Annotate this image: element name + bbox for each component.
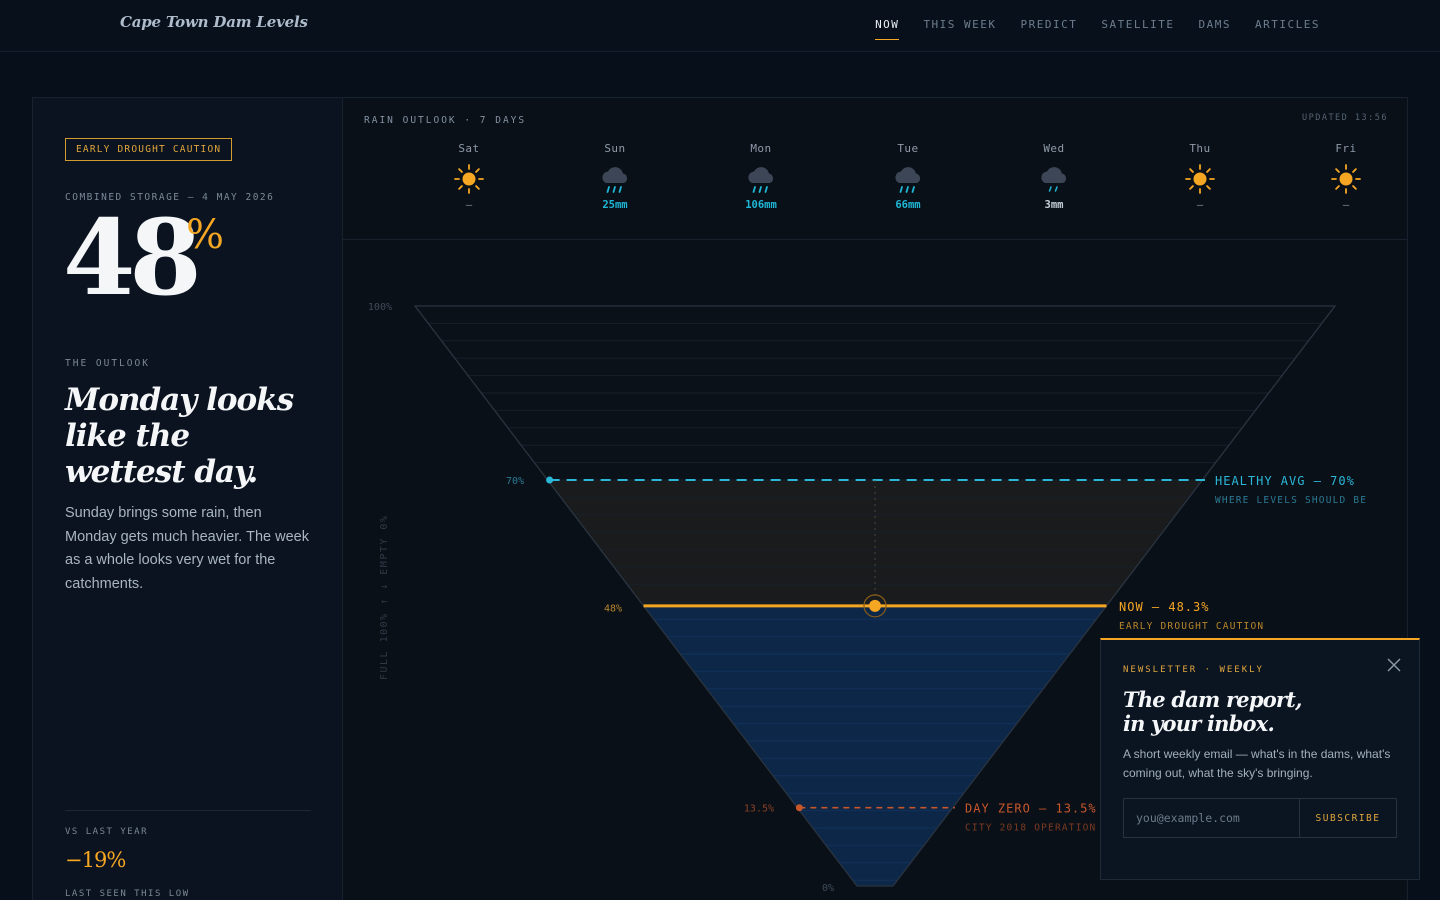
nav-this-week[interactable]: THIS WEEK bbox=[923, 18, 997, 31]
current-level-label: NOW — 48.3% bbox=[1119, 600, 1209, 614]
day-name: Mon bbox=[750, 142, 772, 155]
healthy-label: HEALTHY AVG — 70% bbox=[1215, 474, 1355, 488]
axis-tick-label: 48% bbox=[604, 604, 622, 615]
current-level-halo bbox=[863, 594, 887, 618]
rain-amount: — bbox=[1342, 199, 1350, 211]
day-name: Thu bbox=[1189, 142, 1211, 155]
percent-sign: % bbox=[186, 212, 225, 258]
newsletter-title: The dam report, in your inbox. bbox=[1123, 688, 1393, 736]
rain-amount: — bbox=[465, 199, 473, 211]
rain-forecast-strip: RAIN OUTLOOK · 7 DAYS UPDATED 13:56 Sat … bbox=[343, 98, 1407, 240]
day-zero-sublabel: CITY 2018 OPERATION bbox=[965, 823, 1096, 834]
newsletter-popup: NEWSLETTER · WEEKLY The dam report, in y… bbox=[1100, 638, 1420, 880]
vs-last-year-value: −19% bbox=[65, 848, 126, 872]
subscribe-button[interactable]: SUBSCRIBE bbox=[1299, 799, 1396, 837]
axis-tick-label: 100% bbox=[368, 302, 392, 313]
nav-predict[interactable]: PREDICT bbox=[1020, 18, 1078, 31]
forecast-day-wed[interactable]: Wed 3mm bbox=[1014, 142, 1094, 211]
rain-outlook-title: RAIN OUTLOOK · 7 DAYS bbox=[364, 115, 527, 126]
newsletter-kicker: NEWSLETTER · WEEKLY bbox=[1123, 665, 1264, 675]
rain-amount: 3mm bbox=[1044, 199, 1064, 211]
axis-caption: FULL 100% ↑ ↓ EMPTY 0% bbox=[379, 515, 390, 680]
day-name: Fri bbox=[1335, 142, 1357, 155]
top-navigation-bar: Cape Town Dam Levels NOW THIS WEEK PREDI… bbox=[0, 0, 1440, 52]
combined-storage-label: COMBINED STORAGE — 4 MAY 2026 bbox=[65, 192, 275, 203]
newsletter-title-line2: in your inbox. bbox=[1123, 711, 1275, 736]
funnel-deficit-region bbox=[547, 480, 1203, 606]
email-field[interactable] bbox=[1124, 799, 1299, 837]
outlook-label: THE OUTLOOK bbox=[65, 358, 150, 369]
forecast-day-sun[interactable]: Sun 25mm bbox=[575, 142, 655, 211]
newsletter-title-line1: The dam report, bbox=[1123, 687, 1302, 712]
rain-amount: 66mm bbox=[895, 199, 921, 211]
sun-icon bbox=[1331, 164, 1361, 194]
site-brand[interactable]: Cape Town Dam Levels bbox=[120, 13, 308, 31]
day-zero-label: DAY ZERO — 13.5% bbox=[965, 802, 1097, 816]
nav-dams[interactable]: DAMS bbox=[1198, 18, 1232, 31]
funnel-water-region bbox=[643, 605, 1107, 886]
newsletter-form: SUBSCRIBE bbox=[1123, 798, 1397, 838]
day-name: Tue bbox=[897, 142, 919, 155]
forecast-day-mon[interactable]: Mon 106mm bbox=[721, 142, 801, 211]
vs-last-year-label: VS LAST YEAR bbox=[65, 827, 149, 837]
rain-cloud-icon bbox=[602, 167, 628, 193]
forecast-day-tue[interactable]: Tue 66mm bbox=[868, 142, 948, 211]
axis-tick-label: 0% bbox=[822, 883, 834, 894]
outlook-body: Sunday brings some rain, then Monday get… bbox=[65, 505, 309, 592]
day-name: Wed bbox=[1043, 142, 1065, 155]
healthy-sublabel: WHERE LEVELS SHOULD BE bbox=[1215, 495, 1367, 506]
rain-cloud-icon bbox=[895, 167, 921, 193]
rain-amount: — bbox=[1196, 199, 1204, 211]
current-level-sublabel: EARLY DROUGHT CAUTION bbox=[1119, 621, 1264, 632]
axis-tick-label: 13.5% bbox=[744, 804, 774, 815]
forecast-day-thu[interactable]: Thu — bbox=[1160, 142, 1240, 211]
forecast-day-sat[interactable]: Sat — bbox=[429, 142, 509, 211]
axis-tick-label: 70% bbox=[506, 476, 524, 487]
sidebar-panel: EARLY DROUGHT CAUTION COMBINED STORAGE —… bbox=[33, 98, 343, 900]
rain-amount: 25mm bbox=[602, 199, 628, 211]
funnel-outline bbox=[413, 305, 1337, 887]
day-name: Sat bbox=[458, 142, 480, 155]
light-rain-cloud-icon bbox=[1041, 167, 1067, 192]
divider bbox=[65, 810, 311, 811]
nav-articles[interactable]: ARTICLES bbox=[1255, 18, 1320, 31]
outlook-headline: Monday looks like the wettest day. bbox=[65, 382, 294, 490]
close-icon[interactable] bbox=[1385, 656, 1403, 674]
main-nav: NOW THIS WEEK PREDICT SATELLITE DAMS ART… bbox=[875, 18, 1320, 40]
updated-timestamp: UPDATED 13:56 bbox=[1301, 113, 1388, 123]
status-badge: EARLY DROUGHT CAUTION bbox=[65, 138, 233, 161]
storage-percentage: 48 bbox=[63, 196, 202, 319]
rain-cloud-icon bbox=[748, 167, 774, 193]
rain-amount: 106mm bbox=[745, 199, 777, 211]
forecast-day-fri[interactable]: Fri — bbox=[1306, 142, 1386, 211]
nav-now[interactable]: NOW bbox=[875, 18, 900, 40]
sun-icon bbox=[1185, 164, 1215, 194]
healthy-marker-dot bbox=[546, 476, 554, 484]
newsletter-body: A short weekly email — what's in the dam… bbox=[1123, 747, 1391, 780]
sun-icon bbox=[454, 164, 484, 194]
day-zero-dot bbox=[795, 804, 803, 812]
current-level-dot bbox=[869, 599, 881, 612]
day-name: Sun bbox=[604, 142, 626, 155]
nav-satellite[interactable]: SATELLITE bbox=[1101, 18, 1175, 31]
last-seen-label: LAST SEEN THIS LOW bbox=[65, 889, 190, 899]
